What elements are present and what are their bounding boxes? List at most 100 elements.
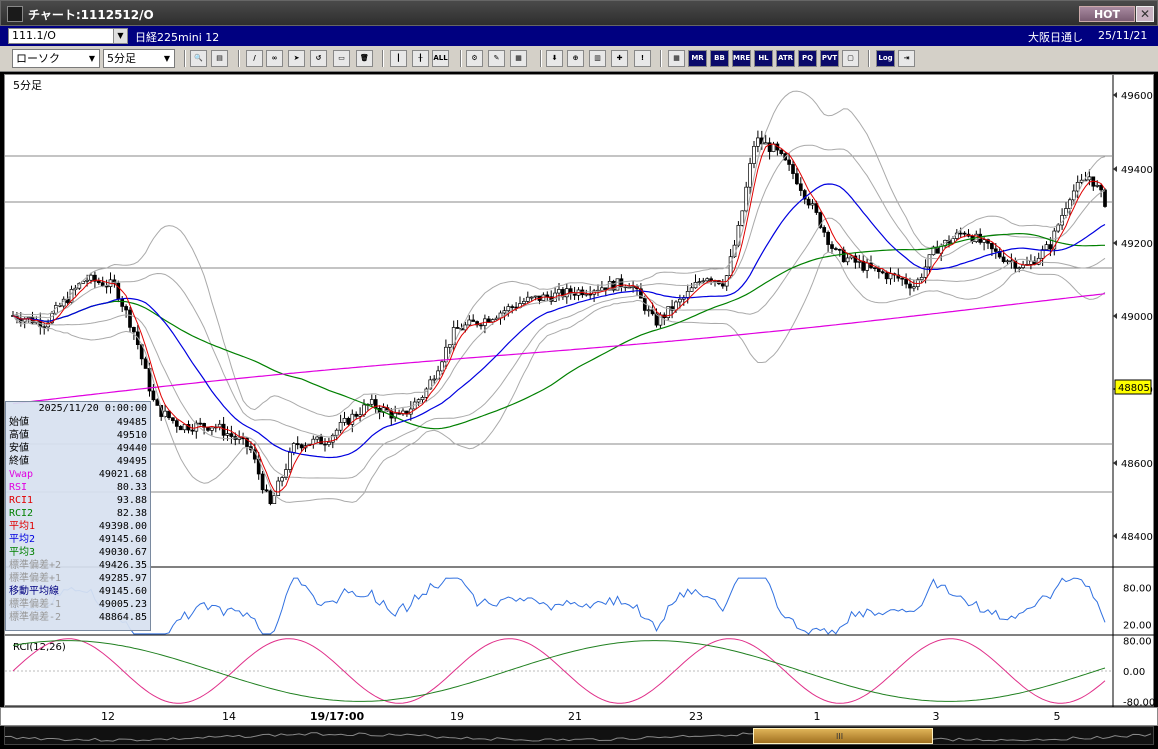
scroll-grip: III [836,732,844,741]
info-value: 49030.67 [98,547,147,558]
toolbar-separator [460,50,462,67]
pvt-button[interactable]: PVT [820,50,839,67]
bollinger-band [12,90,1106,418]
scroll-thumb[interactable]: III [753,728,933,744]
grid2-icon[interactable]: ▦ [668,50,685,67]
mre-button[interactable]: MRE [732,50,751,67]
candle-alt-icon[interactable]: ╂ [412,50,429,67]
symbol-select[interactable]: 111.1/O ▼ [8,28,128,44]
toolbar-separator [184,50,186,67]
symbol-bar: 111.1/O ▼ 日経225mini 12 大阪日通し 25/11/21 [0,26,1158,46]
candle-body [529,296,534,299]
interval-select[interactable]: 5分足 ▼ [103,49,175,68]
rsi-axis-label: 80.00 [1123,583,1152,594]
rci-axis-label: 80.00 [1123,637,1152,648]
bar-icon[interactable]: ▥ [589,50,606,67]
moving-average-1 [12,143,1106,493]
chevron-down-icon[interactable]: ▼ [160,50,174,67]
chevron-down-icon[interactable]: ▼ [113,29,127,43]
warn-icon[interactable]: ! [634,50,651,67]
chevron-down-icon[interactable]: ▼ [85,50,99,67]
candle-body [291,443,296,453]
info-row: 高値 49510 [6,429,150,442]
info-row: 始値 49485 [6,416,150,429]
candle-body [198,422,203,425]
atr-button[interactable]: ATR [776,50,795,67]
candle-body [96,280,101,284]
line-draw-icon[interactable]: / [246,50,263,67]
candle-body [615,278,620,291]
pen-icon[interactable]: ✎ [488,50,505,67]
hl-button[interactable]: HL [754,50,773,67]
info-label: 終値 [9,456,29,467]
candle-body [424,388,429,398]
candle-body [798,183,803,191]
bb-button[interactable]: BB [710,50,729,67]
time-axis-label: 14 [222,710,236,723]
all-icon[interactable]: ALL [432,50,449,67]
candle-body [1068,199,1072,209]
candle-body [151,390,156,401]
price-chart[interactable]: 5分足4960049400492004900048800486004840048… [5,75,1155,708]
down-arrow-icon[interactable]: ⬇ [546,50,563,67]
info-value: 49426.35 [98,560,147,571]
candle-body [912,286,916,289]
search-icon[interactable]: 🔍 [190,50,207,67]
window-titlebar[interactable]: チャート:1112512/O HOT ✕ [0,0,1158,26]
square-icon[interactable]: ▢ [842,50,859,67]
time-scrollbar[interactable]: III [4,726,1154,745]
candle-body [810,203,815,206]
info-label: RCI2 [9,508,34,519]
candle-body [826,231,830,245]
candle-body [1075,182,1080,192]
candle-body [1095,184,1100,187]
memo-icon[interactable]: ▭ [333,50,350,67]
grid-icon[interactable]: ▤ [211,50,228,67]
candle-body [740,210,745,226]
cursor-icon[interactable]: ➤ [288,50,305,67]
hot-button[interactable]: HOT [1079,6,1135,22]
export-icon[interactable]: ⇥ [898,50,915,67]
pq-button[interactable]: PQ [798,50,817,67]
rotate-icon[interactable]: ↺ [310,50,327,67]
candle-body [342,417,347,423]
candle-body [276,480,281,496]
candle-body [471,319,476,322]
candle-body [1001,256,1006,262]
rsi-axis-label: 20.00 [1123,621,1152,632]
palette-icon[interactable]: ▦ [510,50,527,67]
zoom-icon[interactable]: ⊕ [567,50,584,67]
link-icon[interactable]: ∞ [266,50,283,67]
candle-body [697,281,702,283]
mr-button[interactable]: MR [688,50,707,67]
chart-area[interactable]: 5分足4960049400492004900048800486004840048… [4,74,1155,708]
price-tick [1113,166,1117,172]
close-button[interactable]: ✕ [1136,6,1154,22]
price-axis-label: 49400 [1121,165,1153,176]
time-axis-strip: 12 14 19/17:00 19 21 23 1 3 5 [0,707,1158,726]
candle-body [787,159,791,165]
candle-body [89,274,93,281]
rci-axis-label: -80.00 [1123,697,1155,708]
candle-body [315,436,320,440]
candle-body [779,149,784,154]
candle-body [486,318,491,323]
candle-body [845,257,850,263]
chart-type-select[interactable]: ローソク ▼ [12,49,100,68]
price-tick [1113,92,1117,98]
candle-body [701,280,706,283]
candle-body [795,173,799,185]
candle-body [463,324,468,331]
candle-body [42,326,47,329]
candle-body [607,280,612,291]
price-axis-label: 49000 [1121,312,1153,323]
candle-body [260,473,265,491]
candle-body [904,278,908,285]
tools-icon[interactable]: ⚙ [466,50,483,67]
candle-icon[interactable]: ┃ [390,50,407,67]
candle-body [791,164,795,174]
trash-icon[interactable]: 🗑 [356,50,373,67]
log-button[interactable]: Log [876,50,895,67]
candle-body [857,260,862,263]
cross-icon[interactable]: ✚ [611,50,628,67]
